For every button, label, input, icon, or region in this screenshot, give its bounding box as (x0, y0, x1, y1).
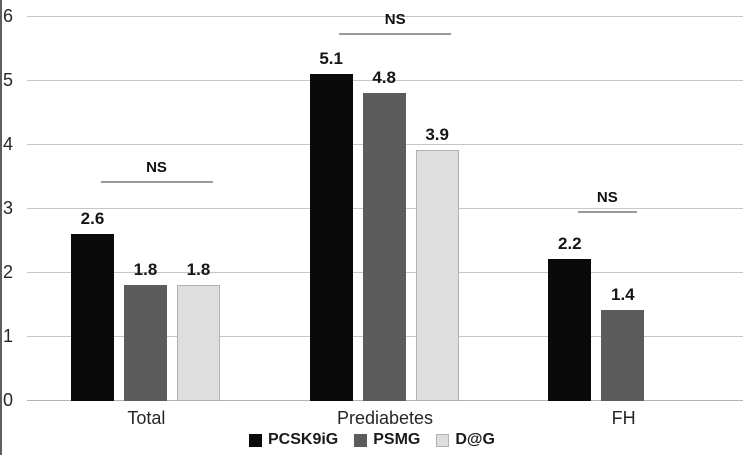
annotation-line-2 (577, 211, 637, 214)
bar-PSMG-Prediabetes (362, 92, 406, 401)
bar-D@G-Prediabetes (415, 150, 459, 401)
gridline-y6 (27, 15, 743, 17)
legend-item-PSMG: PSMG (354, 431, 420, 449)
bar-value-label: 2.6 (80, 208, 105, 228)
annotation-line-1 (339, 32, 452, 35)
bar-value-label: 1.8 (133, 259, 158, 279)
legend: PCSK9iG PSMG D@G (0, 431, 744, 449)
y-tick-label-5: 5 (2, 70, 13, 90)
category-label-FH: FH (611, 408, 636, 428)
annotation-line-0 (100, 181, 213, 184)
y-tick-label-2: 2 (2, 262, 13, 282)
bar-value-label: 1.8 (186, 259, 211, 279)
bar-value-label: 3.9 (425, 125, 449, 145)
y-tick-label-3: 3 (2, 198, 13, 218)
bar-value-label: 4.8 (372, 67, 396, 87)
gridline-y5 (27, 79, 743, 81)
bar-value-label: 5.1 (319, 48, 343, 68)
bar-D@G-Total (177, 284, 220, 401)
legend-swatch-PSMG (354, 433, 368, 447)
bar-value-label: 1.4 (611, 285, 635, 305)
legend-swatch-PCSK9iG (249, 433, 262, 447)
category-label-Prediabetes: Prediabetes (336, 408, 434, 428)
bar-PCSK9iG-Total (71, 233, 114, 401)
legend-swatch-D@G (436, 433, 450, 447)
figure-left-edge (0, 0, 2, 455)
legend-item-PCSK9iG: PCSK9iG (249, 431, 338, 449)
category-label-Total: Total (127, 408, 166, 428)
bar-PCSK9iG-FH (548, 259, 592, 401)
annotation-text-2: NS (596, 189, 618, 207)
y-tick-label-1: 1 (2, 326, 13, 346)
legend-label: PCSK9iG (268, 431, 339, 448)
bar-PSMG-Total (124, 284, 167, 401)
y-tick-label-0: 0 (2, 390, 13, 410)
annotation-text-0: NS (146, 159, 167, 177)
y-tick-label-6: 6 (2, 6, 13, 26)
legend-label: D@G (455, 431, 495, 448)
legend-label: PSMG (373, 431, 421, 448)
bar-value-label: 2.2 (558, 234, 582, 254)
legend-item-D@G: D@G (436, 431, 495, 449)
bar-PSMG-FH (601, 310, 645, 401)
annotation-text-1: NS (384, 10, 406, 28)
y-tick-label-4: 4 (2, 134, 13, 154)
bar-PCSK9iG-Prediabetes (309, 73, 353, 401)
